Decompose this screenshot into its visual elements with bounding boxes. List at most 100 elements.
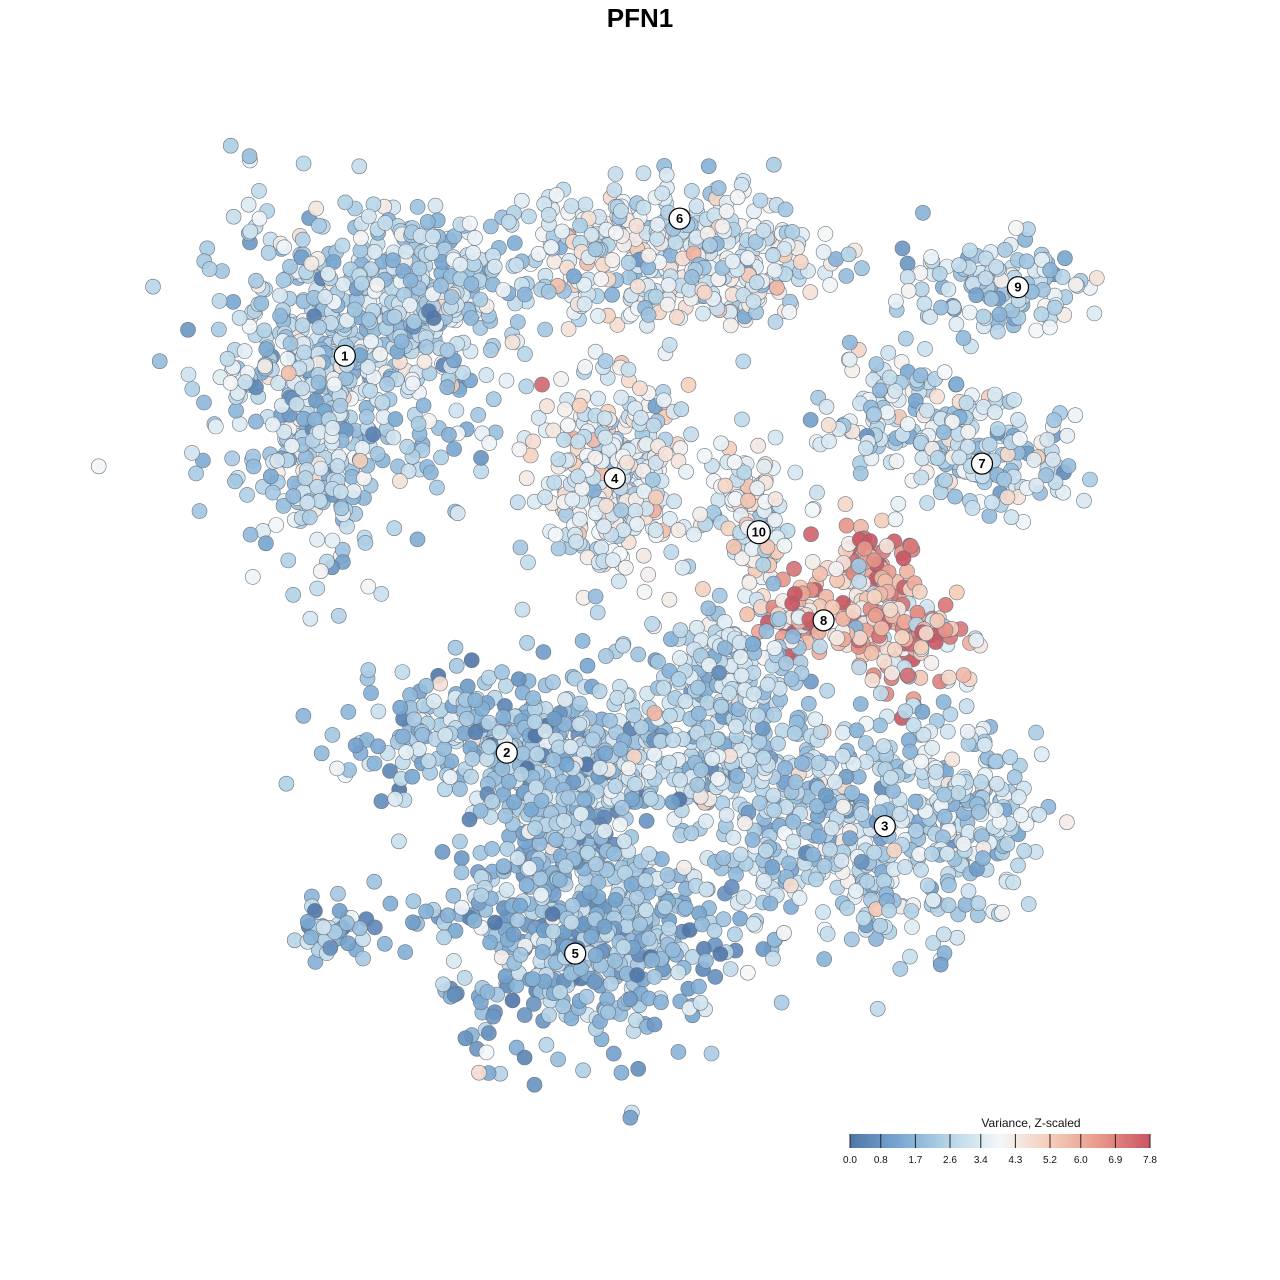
cell-point [859, 873, 876, 890]
cell-point [1002, 749, 1018, 766]
cell-point [551, 872, 568, 888]
cell-point [1068, 276, 1084, 293]
cell-point [615, 939, 632, 955]
cell-point [402, 272, 419, 289]
cell-point [741, 574, 758, 591]
cell-point [385, 429, 402, 446]
cell-point [913, 861, 929, 878]
cell-point [975, 308, 992, 325]
cell-point [724, 253, 741, 270]
cell-point [596, 518, 612, 535]
cell-point [366, 919, 383, 936]
cell-point [767, 429, 784, 446]
cell-point [640, 566, 657, 583]
cell-point [899, 255, 916, 272]
cell-point [766, 262, 783, 279]
cell-point [765, 575, 782, 592]
cell-point [811, 828, 827, 845]
cell-point [823, 820, 840, 837]
cell-point [272, 308, 288, 324]
cell-point [874, 512, 890, 529]
cell-point [211, 293, 228, 309]
cell-point [360, 662, 377, 678]
cell-point [575, 1062, 591, 1079]
cell-point [994, 904, 1010, 921]
cell-point [900, 282, 917, 299]
cell-point [923, 846, 940, 862]
cell-point [629, 889, 645, 906]
cell-point [560, 789, 577, 806]
cell-point [683, 426, 699, 443]
cell-point [709, 731, 726, 748]
cell-point [937, 597, 954, 613]
cell-point [457, 1030, 474, 1047]
cell-point [374, 394, 391, 411]
cell-point [766, 640, 783, 657]
cell-point [885, 783, 901, 799]
cell-point [923, 249, 939, 265]
cell-point [1047, 299, 1063, 316]
cell-point [518, 378, 535, 395]
cell-point [913, 281, 930, 298]
cell-point [951, 449, 968, 466]
cell-point [597, 353, 614, 369]
cell-point [548, 187, 565, 203]
cell-point [546, 711, 563, 727]
cell-point [297, 470, 314, 487]
cell-point [276, 423, 293, 440]
cell-point [437, 727, 454, 743]
cell-point [574, 633, 591, 649]
cell-point [554, 223, 570, 240]
points-layer [90, 137, 1105, 1126]
cell-point [557, 401, 573, 418]
cell-point [324, 532, 341, 549]
cell-point [989, 421, 1006, 437]
cell-point [560, 417, 576, 434]
cell-point [655, 680, 672, 696]
cell-point [723, 879, 740, 895]
cell-point [762, 895, 779, 912]
cell-point [570, 433, 587, 450]
cell-point [436, 929, 452, 946]
cell-point [1028, 724, 1044, 741]
cell-point [404, 768, 421, 785]
cell-point [418, 339, 435, 356]
cell-point [369, 446, 386, 462]
cell-point [617, 559, 634, 576]
cell-point [425, 310, 442, 326]
cell-point [866, 589, 883, 605]
cell-point [897, 859, 913, 875]
cell-point [683, 825, 700, 842]
cell-point [852, 696, 869, 712]
cell-point [869, 1000, 886, 1017]
cell-point [571, 511, 588, 528]
cell-point [587, 449, 604, 466]
cell-point [312, 563, 329, 580]
cell-point [905, 717, 922, 734]
cell-point [729, 189, 746, 205]
cell-point [404, 375, 421, 392]
cell-point [509, 314, 526, 330]
cell-point [1013, 807, 1029, 823]
cell-point [504, 334, 521, 351]
cell-point [370, 738, 386, 755]
legend-tick-label: 3.4 [974, 1155, 988, 1166]
cell-point [602, 712, 618, 729]
cell-point [904, 919, 920, 935]
cell-point [538, 1037, 555, 1053]
cell-point [453, 864, 470, 881]
cell-point [564, 491, 581, 508]
cell-point [145, 278, 161, 295]
cell-point [872, 917, 889, 934]
cell-point [659, 867, 676, 883]
cell-point [677, 693, 694, 710]
cell-point [600, 1004, 617, 1021]
cell-point [746, 686, 762, 702]
cell-point [785, 833, 802, 850]
cell-point [677, 900, 694, 916]
cell-point [1089, 270, 1105, 286]
cell-point [726, 539, 742, 555]
cell-point [936, 364, 953, 381]
chart-title: PFN1 [607, 3, 673, 33]
cell-point [392, 473, 408, 489]
